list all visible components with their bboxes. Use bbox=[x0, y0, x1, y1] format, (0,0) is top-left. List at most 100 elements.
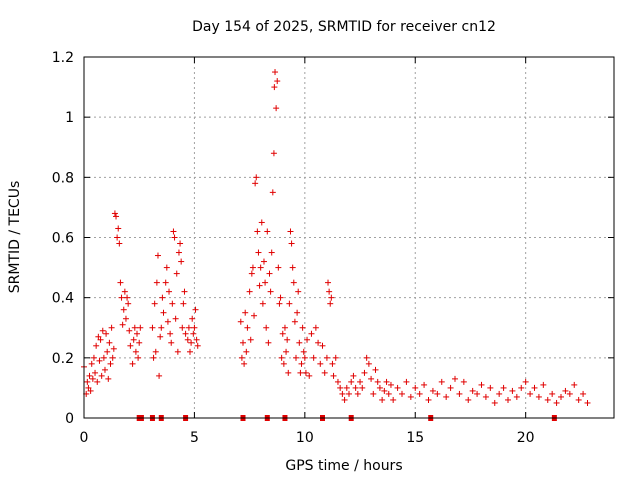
data-point bbox=[185, 324, 192, 331]
data-point bbox=[126, 327, 133, 334]
data-point bbox=[482, 393, 489, 400]
data-point bbox=[326, 288, 333, 295]
data-point bbox=[365, 360, 372, 367]
data-point bbox=[269, 189, 276, 196]
data-point bbox=[469, 387, 476, 394]
data-point bbox=[518, 384, 525, 391]
data-point bbox=[407, 393, 414, 400]
data-point bbox=[284, 336, 291, 343]
data-point bbox=[127, 342, 134, 349]
data-point bbox=[317, 360, 324, 367]
data-point bbox=[465, 396, 472, 403]
data-point bbox=[276, 300, 283, 307]
data-point bbox=[304, 336, 311, 343]
data-point bbox=[297, 369, 304, 376]
data-point bbox=[299, 324, 306, 331]
data-point bbox=[460, 378, 467, 385]
data-point bbox=[319, 342, 326, 349]
data-point bbox=[271, 84, 278, 91]
data-point bbox=[132, 348, 139, 355]
data-point bbox=[122, 315, 129, 322]
data-point bbox=[390, 396, 397, 403]
data-point bbox=[553, 399, 560, 406]
data-point bbox=[352, 384, 359, 391]
data-point bbox=[294, 309, 301, 316]
data-point bbox=[334, 378, 341, 385]
data-point bbox=[505, 396, 511, 403]
data-point bbox=[263, 324, 270, 331]
data-point bbox=[258, 219, 265, 226]
data-point bbox=[359, 384, 366, 391]
x-axis: 0 5 10 15 20 bbox=[80, 57, 535, 446]
data-point bbox=[265, 339, 272, 346]
data-point bbox=[154, 252, 161, 259]
data-point bbox=[124, 294, 131, 301]
data-point bbox=[92, 369, 99, 376]
x-tick-label: 10 bbox=[296, 430, 314, 446]
data-point bbox=[166, 288, 173, 295]
x-tick-label: 5 bbox=[190, 430, 199, 446]
data-point bbox=[242, 309, 249, 316]
data-point bbox=[434, 390, 441, 397]
data-point bbox=[156, 372, 163, 379]
data-point bbox=[289, 264, 296, 271]
data-point bbox=[237, 318, 244, 325]
data-point bbox=[131, 324, 138, 331]
data-point bbox=[260, 258, 267, 265]
y-axis: 0 0.2 0.4 0.6 0.8 1 1.2 bbox=[52, 50, 614, 427]
data-point bbox=[241, 360, 248, 367]
data-point bbox=[163, 264, 170, 271]
data-point bbox=[412, 384, 419, 391]
data-point bbox=[478, 381, 485, 388]
data-point bbox=[293, 354, 299, 361]
data-point bbox=[278, 354, 285, 361]
data-point bbox=[103, 330, 110, 337]
data-point bbox=[531, 384, 538, 391]
data-point bbox=[106, 339, 113, 346]
data-point bbox=[571, 381, 578, 388]
data-point bbox=[302, 369, 309, 376]
y-tick-label: 1 bbox=[65, 110, 74, 126]
data-point bbox=[114, 234, 121, 241]
data-point bbox=[425, 396, 432, 403]
data-point bbox=[544, 396, 551, 403]
data-point bbox=[308, 330, 315, 337]
data-point bbox=[312, 324, 319, 331]
data-point bbox=[363, 354, 370, 361]
data-point bbox=[376, 384, 383, 391]
data-point bbox=[288, 240, 295, 247]
data-point bbox=[281, 324, 288, 331]
data-point bbox=[500, 384, 507, 391]
data-point bbox=[584, 399, 591, 406]
data-point bbox=[387, 381, 394, 388]
data-point bbox=[174, 348, 181, 355]
data-point bbox=[474, 390, 481, 397]
x-axis-label: GPS time / hours bbox=[285, 458, 402, 474]
data-point bbox=[135, 354, 142, 361]
data-point bbox=[513, 393, 520, 400]
data-point bbox=[277, 294, 284, 301]
data-point bbox=[298, 360, 305, 367]
data-point bbox=[329, 360, 336, 367]
data-point bbox=[105, 375, 112, 382]
data-point bbox=[522, 378, 529, 385]
data-point bbox=[339, 390, 346, 397]
data-point bbox=[187, 348, 193, 355]
data-point bbox=[374, 378, 381, 385]
data-point bbox=[300, 348, 307, 355]
data-point bbox=[330, 372, 337, 379]
data-point bbox=[84, 378, 91, 385]
data-point bbox=[97, 336, 104, 343]
data-point bbox=[244, 324, 251, 331]
data-point bbox=[385, 390, 392, 397]
data-point bbox=[443, 393, 450, 400]
data-point bbox=[192, 306, 199, 313]
data-point bbox=[251, 312, 258, 319]
data-point bbox=[181, 288, 188, 295]
data-point bbox=[175, 249, 182, 256]
data-point bbox=[327, 300, 334, 307]
data-point bbox=[403, 378, 410, 385]
y-axis-label: SRMTID / TECUs bbox=[7, 181, 23, 294]
x-tick-label: 20 bbox=[517, 430, 535, 446]
data-point bbox=[177, 240, 184, 247]
